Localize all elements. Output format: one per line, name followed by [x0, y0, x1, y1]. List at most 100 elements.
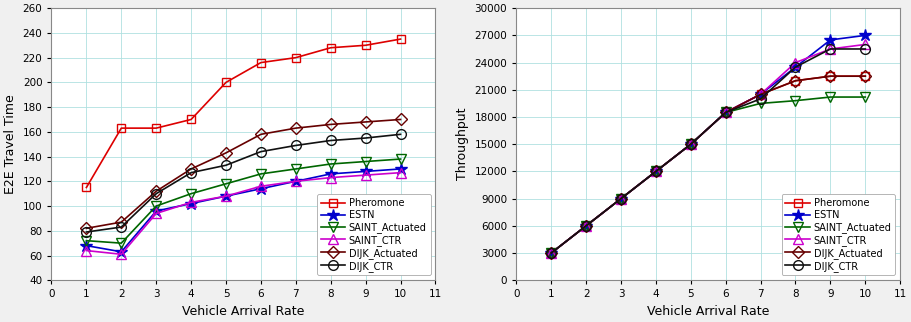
ESTN — [721, 110, 732, 114]
ESTN — [81, 244, 92, 248]
Pheromone — [360, 43, 371, 47]
ESTN — [685, 142, 696, 146]
SAINT_Actuated — [81, 239, 92, 242]
SAINT_Actuated — [325, 162, 336, 166]
DIJK_CTR — [325, 138, 336, 142]
DIJK_Actuated — [650, 169, 661, 173]
DIJK_Actuated — [685, 142, 696, 146]
DIJK_Actuated — [860, 74, 871, 78]
Pheromone — [186, 118, 197, 121]
SAINT_CTR — [220, 194, 231, 198]
ESTN — [395, 167, 406, 171]
Pheromone — [860, 74, 871, 78]
DIJK_CTR — [721, 110, 732, 114]
SAINT_Actuated — [860, 95, 871, 99]
Pheromone — [81, 185, 92, 189]
SAINT_Actuated — [825, 95, 836, 99]
DIJK_Actuated — [790, 79, 801, 83]
SAINT_Actuated — [255, 172, 266, 176]
ESTN — [220, 194, 231, 198]
Legend: Pheromone, ESTN, SAINT_Actuated, SAINT_CTR, DIJK_Actuated, DIJK_CTR: Pheromone, ESTN, SAINT_Actuated, SAINT_C… — [317, 194, 431, 275]
DIJK_CTR — [150, 192, 161, 195]
ESTN — [860, 33, 871, 37]
SAINT_CTR — [580, 224, 591, 228]
SAINT_Actuated — [116, 241, 127, 245]
DIJK_CTR — [291, 144, 302, 147]
DIJK_Actuated — [116, 220, 127, 224]
ESTN — [650, 169, 661, 173]
ESTN — [616, 197, 627, 201]
DIJK_Actuated — [580, 224, 591, 228]
SAINT_CTR — [650, 169, 661, 173]
ESTN — [291, 179, 302, 183]
ESTN — [755, 92, 766, 96]
Legend: Pheromone, ESTN, SAINT_Actuated, SAINT_CTR, DIJK_Actuated, DIJK_CTR: Pheromone, ESTN, SAINT_Actuated, SAINT_C… — [782, 194, 896, 275]
DIJK_CTR — [186, 171, 197, 175]
SAINT_Actuated — [291, 167, 302, 171]
SAINT_Actuated — [186, 192, 197, 195]
DIJK_Actuated — [755, 92, 766, 96]
DIJK_CTR — [860, 47, 871, 51]
Line: Pheromone: Pheromone — [82, 35, 404, 192]
DIJK_CTR — [81, 230, 92, 234]
DIJK_CTR — [255, 150, 266, 154]
DIJK_Actuated — [546, 251, 557, 255]
ESTN — [825, 38, 836, 42]
DIJK_CTR — [546, 251, 557, 255]
Line: DIJK_CTR: DIJK_CTR — [547, 44, 870, 258]
SAINT_CTR — [325, 176, 336, 180]
SAINT_Actuated — [546, 251, 557, 255]
Pheromone — [721, 110, 732, 114]
DIJK_CTR — [116, 225, 127, 229]
Pheromone — [395, 37, 406, 41]
DIJK_Actuated — [291, 126, 302, 130]
SAINT_Actuated — [616, 197, 627, 201]
ESTN — [546, 251, 557, 255]
Line: DIJK_Actuated: DIJK_Actuated — [547, 72, 869, 257]
DIJK_Actuated — [255, 132, 266, 136]
SAINT_Actuated — [395, 157, 406, 161]
SAINT_CTR — [291, 179, 302, 183]
SAINT_CTR — [790, 61, 801, 64]
ESTN — [116, 250, 127, 254]
Line: SAINT_Actuated: SAINT_Actuated — [82, 154, 405, 248]
SAINT_Actuated — [721, 110, 732, 114]
DIJK_CTR — [685, 142, 696, 146]
Pheromone — [825, 74, 836, 78]
Line: ESTN: ESTN — [80, 163, 407, 258]
Pheromone — [790, 79, 801, 83]
Line: DIJK_CTR: DIJK_CTR — [82, 129, 405, 237]
SAINT_CTR — [116, 252, 127, 256]
SAINT_Actuated — [685, 142, 696, 146]
ESTN — [150, 209, 161, 213]
X-axis label: Vehicle Arrival Rate: Vehicle Arrival Rate — [647, 305, 770, 318]
Pheromone — [255, 61, 266, 64]
Pheromone — [755, 92, 766, 96]
DIJK_CTR — [395, 132, 406, 136]
SAINT_Actuated — [755, 101, 766, 105]
DIJK_CTR — [220, 163, 231, 167]
DIJK_CTR — [825, 47, 836, 51]
SAINT_Actuated — [650, 169, 661, 173]
Pheromone — [685, 142, 696, 146]
DIJK_CTR — [790, 65, 801, 69]
Pheromone — [580, 224, 591, 228]
ESTN — [790, 65, 801, 69]
Line: SAINT_Actuated: SAINT_Actuated — [547, 92, 870, 258]
DIJK_Actuated — [825, 74, 836, 78]
DIJK_CTR — [616, 197, 627, 201]
SAINT_CTR — [255, 184, 266, 188]
ESTN — [360, 169, 371, 173]
DIJK_Actuated — [395, 118, 406, 121]
X-axis label: Vehicle Arrival Rate: Vehicle Arrival Rate — [182, 305, 304, 318]
SAINT_CTR — [616, 197, 627, 201]
SAINT_CTR — [755, 92, 766, 96]
SAINT_CTR — [685, 142, 696, 146]
Pheromone — [150, 126, 161, 130]
SAINT_CTR — [360, 173, 371, 177]
DIJK_Actuated — [150, 189, 161, 193]
Pheromone — [546, 251, 557, 255]
DIJK_Actuated — [220, 151, 231, 155]
DIJK_CTR — [580, 224, 591, 228]
SAINT_Actuated — [360, 160, 371, 164]
